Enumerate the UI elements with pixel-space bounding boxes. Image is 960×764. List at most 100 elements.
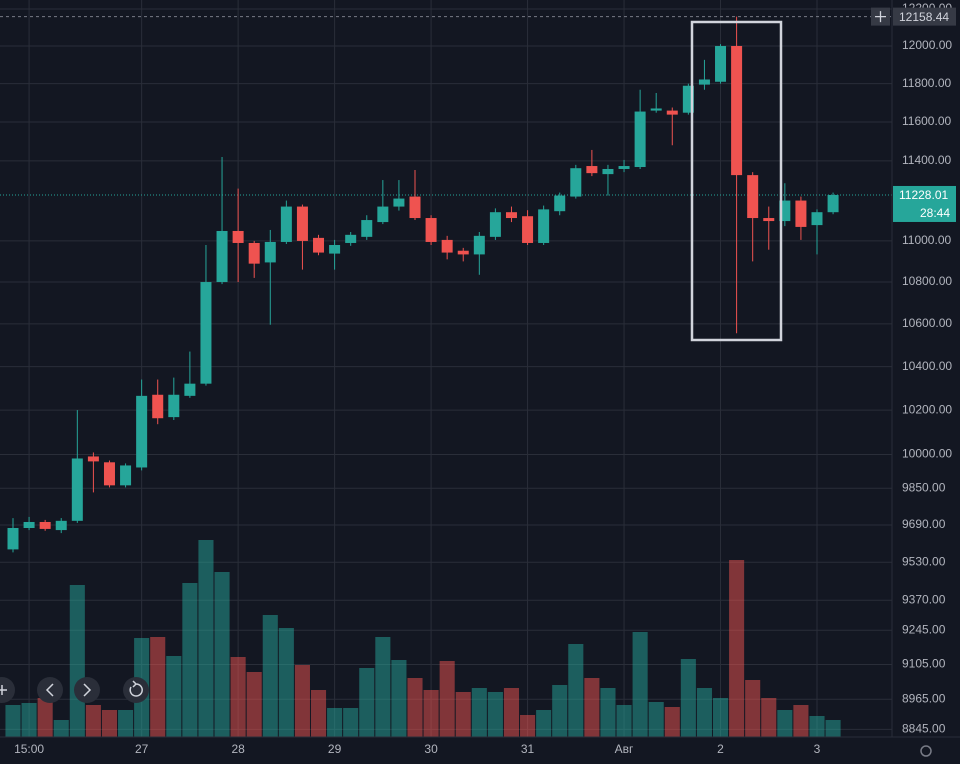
y-tick-label: 12000.00 xyxy=(902,38,952,52)
volume-bar xyxy=(809,716,825,737)
candle-body xyxy=(522,216,534,243)
volume-bar xyxy=(214,572,230,737)
price-axis-bg xyxy=(892,0,960,764)
volume-bar xyxy=(294,665,310,737)
candle-body xyxy=(393,198,405,207)
volume-bar xyxy=(101,710,118,737)
candle-body xyxy=(747,175,759,219)
candle-body xyxy=(618,166,630,169)
x-tick-label: 29 xyxy=(328,742,342,756)
candle-body xyxy=(666,110,678,115)
candle-body xyxy=(152,394,164,419)
grid xyxy=(0,0,892,737)
volume-bar xyxy=(729,560,745,737)
y-tick-label: 8845.00 xyxy=(902,722,946,736)
candle-body xyxy=(650,108,662,111)
volume-bar xyxy=(584,678,600,737)
candle-body xyxy=(634,111,646,168)
y-tick-label: 9850.00 xyxy=(902,480,946,494)
volume-bar xyxy=(648,702,664,737)
volume-bar xyxy=(343,708,359,737)
current-price-label-bg xyxy=(893,185,956,222)
x-tick-label: 2 xyxy=(717,742,724,756)
volume-bar xyxy=(423,690,439,737)
x-tick-label: 31 xyxy=(521,742,535,756)
zoom-in-button[interactable] xyxy=(0,677,15,703)
y-tick-label: 9690.00 xyxy=(902,517,946,531)
candle-body xyxy=(216,230,228,283)
price-axis: 12200.0012000.0011800.0011600.0011400.00… xyxy=(891,0,960,764)
y-tick-label: 11800.00 xyxy=(902,76,951,90)
volume-bar xyxy=(310,690,327,737)
crosshair-icon xyxy=(875,11,886,23)
volume-bar xyxy=(118,710,134,737)
reset-button[interactable] xyxy=(123,677,149,703)
scroll-left-button[interactable] xyxy=(37,677,63,703)
candle-body xyxy=(586,166,598,174)
volume-bar xyxy=(777,710,793,737)
candle-body xyxy=(795,200,807,227)
volume-bar xyxy=(552,685,568,737)
volume-bar xyxy=(198,540,214,737)
candle-body xyxy=(554,195,566,212)
time-axis: 15:00 27 28 29 30 31 Авг 2 3 xyxy=(0,736,960,756)
zoom-in-icon xyxy=(0,685,7,695)
scroll-left-icon xyxy=(45,683,54,697)
volume-bar xyxy=(53,720,69,737)
volume-bar xyxy=(21,703,37,737)
current-price-label: 11228.01 xyxy=(899,188,948,202)
highlight-box xyxy=(690,20,783,342)
y-tick-label: 8965.00 xyxy=(902,691,946,705)
candle-body xyxy=(505,212,517,219)
high-price-label-bg xyxy=(893,7,956,26)
volume-bar xyxy=(69,585,85,737)
candle-layer xyxy=(7,16,839,553)
scroll-right-button[interactable] xyxy=(74,677,100,703)
volume-bar xyxy=(37,698,53,737)
candle-body xyxy=(457,250,469,255)
candle-body xyxy=(120,465,132,486)
candle-body xyxy=(103,462,115,486)
volume-bar xyxy=(696,688,712,737)
candle-body xyxy=(682,85,694,113)
volume-bar xyxy=(455,692,471,737)
candle-body xyxy=(731,46,743,176)
volume-bar xyxy=(761,698,777,737)
volume-bar xyxy=(150,637,166,737)
candle-body xyxy=(715,46,727,82)
y-tick-label: 10800.00 xyxy=(902,274,952,288)
countdown-label: 28:44 xyxy=(920,206,950,220)
candle-body xyxy=(55,520,67,531)
y-tick-label: 9105.00 xyxy=(902,657,946,671)
candle-body xyxy=(345,234,357,243)
volume-bar xyxy=(503,688,520,737)
high-price-label: 12158.44 xyxy=(899,10,949,24)
volume-bar xyxy=(664,707,680,737)
candle-body xyxy=(232,230,244,243)
candle-body xyxy=(425,218,437,242)
volume-bar xyxy=(825,720,841,737)
candle-body xyxy=(71,458,83,521)
volume-bar xyxy=(680,659,696,737)
candle-body xyxy=(827,194,839,213)
settings-button[interactable] xyxy=(920,745,932,757)
candle-body xyxy=(87,456,99,462)
volume-bar xyxy=(262,615,278,737)
x-tick-label: 30 xyxy=(424,742,438,756)
y-tick-label: 9370.00 xyxy=(902,592,946,606)
volume-bar xyxy=(278,628,294,737)
y-tick-label: 11000.00 xyxy=(902,233,951,247)
candle-body xyxy=(313,237,325,253)
volume-bar xyxy=(471,688,487,737)
candle-body xyxy=(200,282,212,384)
nav-buttons xyxy=(0,677,932,757)
y-tick-label: 10400.00 xyxy=(902,359,952,373)
reset-icon xyxy=(129,680,143,697)
x-tick-label: 27 xyxy=(135,742,149,756)
candle-body xyxy=(248,242,260,264)
candle-body xyxy=(570,168,582,197)
volume-bar xyxy=(520,715,536,737)
candle-body xyxy=(361,220,373,237)
